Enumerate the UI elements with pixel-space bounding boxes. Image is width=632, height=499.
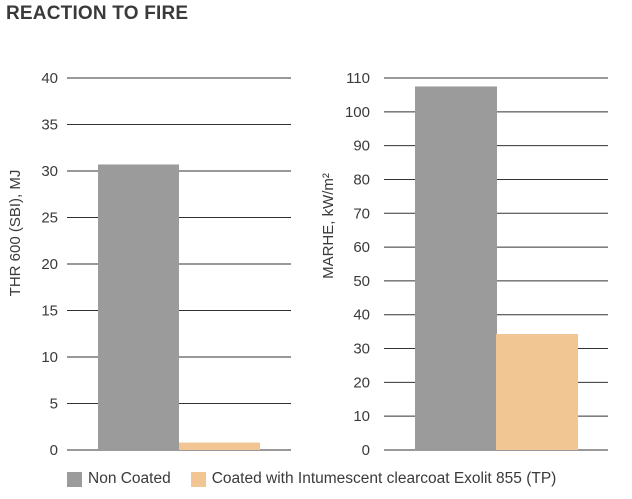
y-tick-label-thr: 10: [41, 349, 58, 366]
bar-marhe-coated: [496, 334, 578, 450]
y-tick-label-marhe: 40: [353, 307, 370, 324]
legend-label-coated: Coated with Intumescent clearcoat Exolit…: [211, 470, 557, 487]
y-tick-label-marhe: 0: [362, 442, 370, 459]
bar-marhe-non-coated: [415, 86, 497, 451]
legend-label-non-coated: Non Coated: [88, 470, 171, 487]
y-tick-label-marhe: 70: [353, 205, 370, 222]
y-tick-label-thr: 25: [41, 210, 58, 227]
y-tick-label-thr: 0: [50, 442, 58, 459]
y-tick-label-marhe: 110: [346, 70, 370, 87]
bar-thr-coated: [179, 442, 260, 450]
y-tick-label-marhe: 30: [353, 341, 370, 358]
page-title: REACTION TO FIRE: [6, 3, 189, 24]
legend-swatch-non-coated: [67, 471, 82, 487]
y-tick-label-thr: 40: [41, 70, 58, 87]
bar-thr-non-coated: [98, 164, 179, 451]
y-tick-label-marhe: 100: [345, 104, 370, 121]
y-axis-label-marhe: MARHE, kW/m²: [320, 173, 337, 279]
y-tick-label-thr: 30: [41, 163, 58, 180]
y-tick-label-marhe: 50: [353, 273, 370, 290]
legend-swatch-coated: [190, 471, 206, 487]
y-tick-label-marhe: 80: [353, 171, 370, 188]
y-tick-label-thr: 20: [41, 256, 58, 273]
y-tick-label-marhe: 10: [353, 408, 370, 425]
y-tick-label-thr: 35: [41, 117, 58, 134]
y-tick-label-marhe: 60: [353, 239, 370, 256]
y-tick-label-marhe: 20: [353, 374, 370, 391]
legend-item-coated: Coated with Intumescent clearcoat Exolit…: [190, 470, 557, 488]
y-tick-label-marhe: 90: [353, 138, 370, 155]
legend-item-non-coated: Non Coated: [67, 470, 171, 488]
y-axis-label-thr: THR 600 (SBI), MJ: [7, 170, 24, 297]
chart-thr: 0 5 10 15 20 25 30 35 40 THR 600 (SBI), MJ: [7, 70, 291, 459]
chart-marhe: 0 10 20 30 40 50 60 70 80 90 100 110 MARHE, kW/m²: [320, 70, 608, 459]
y-tick-label-thr: 5: [50, 396, 58, 413]
y-tick-label-thr: 15: [41, 303, 58, 320]
chart-legend: Non Coated Coated with Intumescent clear…: [67, 470, 576, 488]
